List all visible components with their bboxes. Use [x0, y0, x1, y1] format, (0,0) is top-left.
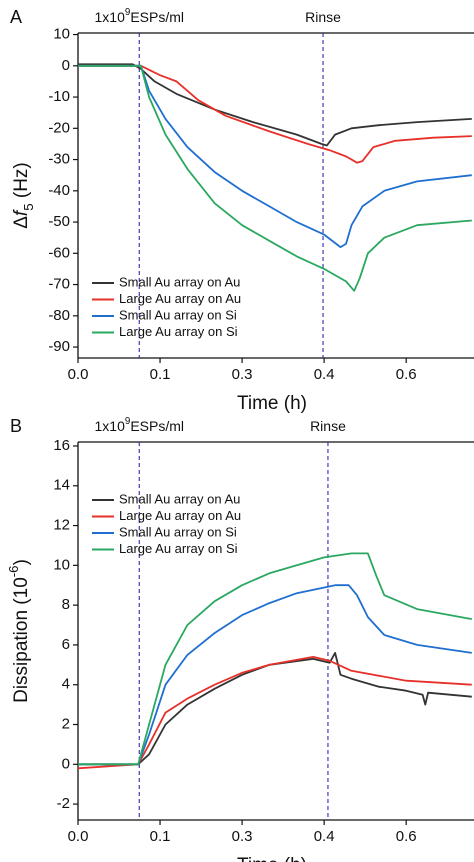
x-tick-label: 0.4 — [314, 366, 335, 383]
y-tick-label: -80 — [48, 307, 70, 324]
x-tick-label: 0.6 — [396, 366, 417, 383]
y-axis-title: Δf5 (Hz) — [11, 162, 36, 229]
series-line — [78, 552, 472, 766]
text-part: -6 — [6, 565, 21, 577]
marker-label: Rinse — [305, 9, 341, 25]
series-line — [78, 64, 472, 248]
x-axis-title: Time (h) — [237, 393, 307, 414]
series-line — [78, 63, 472, 147]
y-tick-label: -70 — [48, 276, 70, 293]
marker-label: 1x109ESPs/ml — [95, 7, 185, 25]
x-axis-title: Time (h) — [237, 855, 307, 862]
y-tick-label: -20 — [48, 119, 70, 136]
y-tick-label: 8 — [62, 596, 70, 613]
text-part: ESPs/ml — [130, 418, 184, 434]
y-tick-label: -30 — [48, 151, 70, 168]
legend-label: Large Au array on Si — [119, 541, 238, 556]
y-tick-label: -10 — [48, 88, 70, 105]
text-part: 5 — [21, 203, 36, 210]
text-part: 9 — [125, 7, 130, 18]
x-tick-label: 0.3 — [232, 366, 253, 383]
legend-label: Small Au array on Si — [119, 524, 237, 539]
y-tick-label: 2 — [62, 715, 70, 732]
panel-1: B 16 14 12 10 8 6 4 2 0 -2 0.0 0.1 0.3 0.4 0.6 Time (h) D… — [6, 416, 474, 862]
x-tick-label: 0.1 — [150, 366, 171, 383]
text-part: Rinse — [310, 418, 346, 434]
legend-label: Large Au array on Au — [119, 508, 241, 523]
text-part: (Hz) — [11, 162, 32, 203]
legend-label: Small Au array on Au — [119, 274, 240, 289]
y-tick-label: 10 — [53, 26, 70, 43]
y-tick-label: 0 — [62, 57, 70, 74]
y-tick-label: 0 — [62, 755, 70, 772]
y-tick-label: -50 — [48, 213, 70, 230]
text-part: 1x10 — [95, 9, 126, 25]
panel-0: A 10 0 -10 -20 -30 -40 -50 -60 -70 -80 -90 0.0 0.1 0.3… — [10, 7, 474, 414]
text-part: ) — [11, 559, 32, 565]
legend-label: Large Au array on Au — [119, 291, 241, 306]
y-tick-label: 6 — [62, 636, 70, 653]
y-tick-label: -2 — [57, 795, 70, 812]
text-part: Rinse — [305, 9, 341, 25]
y-tick-label: 4 — [62, 676, 70, 693]
text-part: Δ — [11, 216, 32, 229]
panel-label: A — [10, 7, 22, 27]
panel-label: B — [10, 416, 22, 436]
text-part: f — [11, 209, 32, 216]
y-tick-label: -40 — [48, 182, 70, 199]
y-tick-label: 10 — [53, 556, 70, 573]
series-line — [78, 64, 472, 164]
marker-label: Rinse — [310, 418, 346, 434]
marker-label: 1x109ESPs/ml — [95, 416, 185, 434]
y-tick-label: -90 — [48, 338, 70, 355]
y-axis-title: Dissipation (10-6) — [6, 559, 32, 703]
x-tick-label: 0.4 — [314, 828, 335, 845]
series-line — [78, 64, 472, 292]
x-tick-label: 0.3 — [232, 828, 253, 845]
y-tick-label: -60 — [48, 244, 70, 261]
series-line — [78, 652, 472, 766]
x-tick-label: 0.0 — [68, 366, 89, 383]
x-tick-label: 0.6 — [396, 828, 417, 845]
legend-label: Small Au array on Au — [119, 491, 240, 506]
legend-label: Large Au array on Si — [119, 324, 238, 339]
text-part: ESPs/ml — [130, 9, 184, 25]
y-tick-label: 14 — [53, 477, 70, 494]
x-tick-label: 0.1 — [150, 828, 171, 845]
text-part: 9 — [125, 416, 130, 427]
text-part: Dissipation (10 — [11, 577, 32, 703]
text-part: 1x10 — [95, 418, 126, 434]
x-tick-label: 0.0 — [68, 828, 89, 845]
series-line — [78, 584, 472, 766]
y-tick-label: 12 — [53, 517, 70, 534]
legend-label: Small Au array on Si — [119, 307, 237, 322]
series-line — [77, 656, 472, 770]
y-tick-label: 16 — [53, 437, 70, 454]
